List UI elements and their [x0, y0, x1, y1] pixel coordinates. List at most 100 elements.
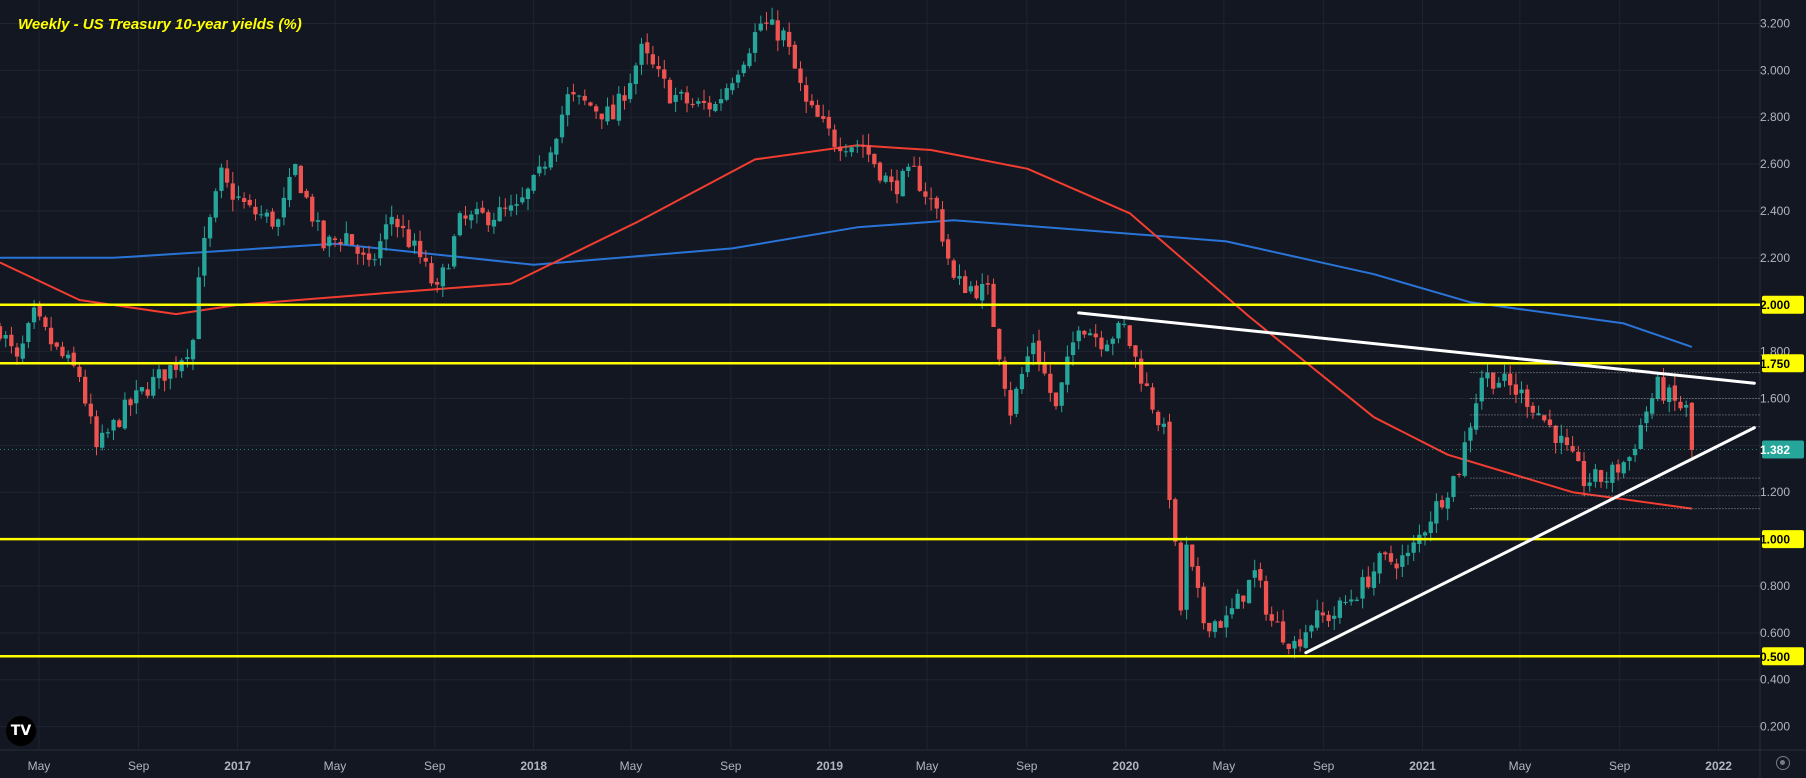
- level-2.000-label: 2.000: [1760, 298, 1790, 312]
- candle-body: [832, 129, 837, 147]
- candle-body: [1610, 464, 1615, 483]
- candle-body: [1298, 639, 1303, 647]
- settings-gear-icon[interactable]: [1776, 756, 1790, 770]
- candle-body: [429, 263, 434, 284]
- candle-body: [1207, 622, 1212, 632]
- y-tick-label: 2.400: [1760, 204, 1790, 218]
- x-tick-label: 2019: [816, 759, 843, 773]
- candle-body: [400, 225, 406, 229]
- ascending-support-trendline: [1304, 426, 1756, 655]
- horizontal-levels: [0, 303, 1760, 658]
- candle-body: [1019, 374, 1025, 390]
- candle-body: [582, 95, 587, 101]
- candle-body: [707, 102, 712, 110]
- candle-body: [1280, 621, 1286, 643]
- candle-body: [389, 216, 394, 225]
- candle-body: [741, 64, 746, 74]
- tradingview-logo-icon[interactable]: TV: [6, 716, 36, 746]
- candle-body: [332, 238, 338, 240]
- candle-body: [826, 116, 831, 129]
- candle-body: [1479, 377, 1484, 402]
- candle-body: [576, 95, 582, 97]
- candle-body: [236, 196, 241, 198]
- candle-body: [276, 219, 281, 227]
- candle-body: [378, 241, 383, 259]
- candle-body: [1133, 345, 1138, 357]
- candle-body: [270, 211, 275, 227]
- candle-body: [752, 32, 758, 53]
- candle-body: [1292, 640, 1297, 649]
- candle-body: [173, 362, 179, 370]
- y-tick-label: 1.600: [1760, 391, 1790, 405]
- candle-body: [1422, 532, 1428, 536]
- candle-body: [31, 307, 37, 323]
- candle-body: [1462, 442, 1467, 476]
- candle-body: [100, 432, 105, 448]
- candle-body: [696, 101, 701, 104]
- y-tick-label: 2.200: [1760, 251, 1790, 265]
- candle-body: [1542, 415, 1547, 421]
- x-tick-label: 2018: [520, 759, 547, 773]
- candle-body: [645, 42, 650, 54]
- candle-body: [963, 276, 968, 293]
- current-price-label: 1.382: [1760, 443, 1790, 457]
- candle-body: [1366, 576, 1371, 588]
- candle-body: [1587, 482, 1592, 486]
- candle-body: [684, 92, 690, 104]
- candle-body: [520, 197, 525, 203]
- candle-body: [559, 114, 565, 138]
- candle-body: [1564, 437, 1570, 445]
- candle-body: [1235, 593, 1240, 609]
- candle-body: [1093, 333, 1098, 338]
- candle-body: [588, 102, 593, 106]
- candle-body: [1303, 632, 1308, 648]
- candle-body: [1559, 435, 1564, 443]
- candle-body: [787, 31, 792, 47]
- level-1.000-badge: [1762, 530, 1804, 549]
- candle-body: [1377, 553, 1382, 574]
- level-1.750-badge: [1762, 354, 1804, 373]
- candle-body: [1434, 501, 1439, 524]
- candle-body: [383, 224, 389, 240]
- x-tick-label: Sep: [1016, 759, 1038, 773]
- candle-body: [418, 240, 423, 258]
- candle-body: [349, 234, 355, 245]
- candle-body: [968, 286, 973, 292]
- candle-body: [1201, 586, 1206, 624]
- descending-resistance-trendline: [1077, 311, 1756, 385]
- level-2.000-badge: [1762, 295, 1804, 314]
- candle-body: [542, 166, 548, 169]
- candle-body: [849, 147, 854, 153]
- x-tick-label: Sep: [128, 759, 150, 773]
- candle-body: [1360, 577, 1365, 599]
- candle-body: [1411, 542, 1416, 553]
- level-1.750-label: 1.750: [1760, 357, 1790, 371]
- x-tick-label: Sep: [720, 759, 742, 773]
- candle-body: [1530, 405, 1535, 413]
- candle-body: [1065, 356, 1070, 385]
- candle-body: [1388, 553, 1394, 562]
- candle-body: [804, 85, 809, 102]
- candle-body: [287, 177, 292, 201]
- candle-body: [667, 79, 673, 104]
- candle-body: [1621, 462, 1626, 474]
- candle-body: [480, 207, 485, 213]
- candle-body: [1139, 358, 1144, 384]
- candle-body: [1644, 411, 1649, 424]
- candle-body: [1474, 403, 1479, 430]
- candle-body: [1451, 476, 1456, 497]
- candle-body: [662, 69, 667, 79]
- candle-body: [1002, 360, 1007, 389]
- candle-body: [1394, 563, 1399, 569]
- candle-body: [1082, 330, 1087, 335]
- candle-body: [185, 357, 190, 360]
- candle-body: [1547, 419, 1553, 426]
- candle-body: [202, 238, 207, 276]
- candle-body: [866, 145, 871, 155]
- candle-body: [1332, 615, 1337, 619]
- candle-body: [1650, 398, 1655, 414]
- trendlines: [1077, 311, 1756, 655]
- candle-body: [775, 20, 780, 41]
- candle-body: [406, 229, 411, 248]
